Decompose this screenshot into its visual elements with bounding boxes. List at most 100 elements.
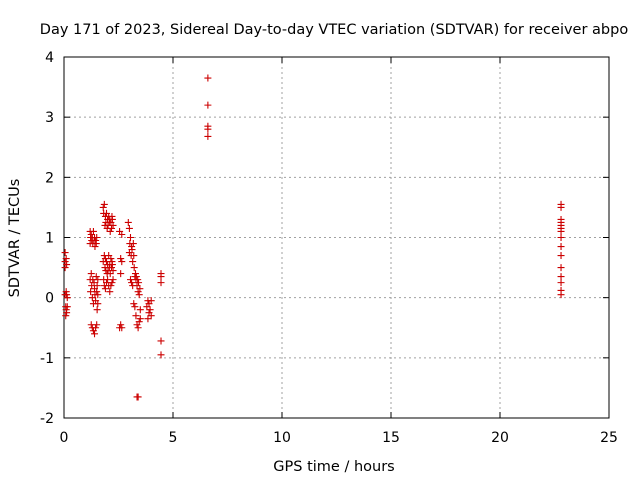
y-tick-label: 2	[45, 170, 54, 186]
data-point	[61, 264, 69, 272]
data-point	[132, 273, 140, 281]
data-point	[108, 261, 116, 269]
data-point	[147, 297, 155, 305]
y-tick-label: -1	[40, 351, 54, 367]
data-point	[62, 255, 70, 263]
data-point	[129, 240, 137, 248]
data-point	[109, 221, 117, 229]
data-point	[92, 237, 100, 245]
data-point	[87, 288, 95, 296]
data-point	[108, 224, 116, 232]
data-point	[94, 300, 102, 308]
data-point	[117, 255, 125, 263]
data-point	[135, 318, 143, 326]
data-point	[92, 240, 100, 248]
data-point	[107, 282, 115, 290]
chart-title: Day 171 of 2023, Sidereal Day-to-day VTE…	[40, 22, 629, 38]
data-point	[557, 243, 565, 251]
data-point	[63, 309, 71, 317]
y-tick-label: -2	[40, 411, 54, 427]
data-point	[90, 279, 98, 287]
data-point	[557, 227, 565, 235]
data-point	[107, 255, 115, 263]
data-point	[128, 279, 136, 287]
data-point	[134, 393, 142, 401]
data-point	[89, 227, 97, 235]
data-point	[92, 273, 100, 281]
data-point	[204, 125, 212, 133]
data-point	[61, 258, 69, 266]
x-axis-label: GPS time / hours	[273, 459, 394, 475]
data-point	[93, 288, 101, 296]
data-point	[557, 279, 565, 287]
data-point	[157, 351, 165, 359]
data-point	[134, 276, 142, 284]
x-tick-label: 20	[491, 430, 509, 446]
data-point	[130, 264, 138, 272]
data-point	[100, 200, 108, 208]
data-point	[157, 279, 165, 287]
y-axis-label: SDTVAR / TECUs	[7, 179, 23, 298]
y-tick-label: 0	[45, 291, 54, 307]
data-point	[63, 294, 71, 302]
data-point	[157, 273, 165, 281]
data-points	[61, 74, 565, 401]
data-point	[204, 101, 212, 109]
data-point	[63, 261, 71, 269]
data-point	[129, 258, 137, 266]
data-point	[117, 321, 125, 329]
data-point	[557, 203, 565, 211]
data-point	[106, 288, 114, 296]
grid	[64, 57, 609, 418]
data-point	[132, 270, 140, 278]
data-point	[118, 258, 126, 266]
x-tick-label: 0	[60, 430, 69, 446]
data-point	[117, 270, 125, 278]
data-point	[157, 337, 165, 345]
data-point	[93, 306, 101, 314]
data-point	[134, 324, 142, 332]
data-point	[109, 267, 117, 275]
data-point	[131, 303, 139, 311]
data-point	[93, 321, 101, 329]
data-point	[109, 276, 117, 284]
data-point	[132, 312, 140, 320]
data-point	[124, 218, 132, 226]
data-point	[557, 234, 565, 241]
data-point	[91, 243, 99, 251]
data-point	[99, 203, 107, 211]
data-point	[557, 252, 565, 260]
data-point	[61, 249, 69, 257]
x-tick-label: 15	[382, 430, 400, 446]
data-point	[557, 264, 565, 272]
data-point	[108, 264, 116, 272]
y-tick-label: 4	[45, 50, 54, 66]
y-tick-label: 3	[45, 110, 54, 126]
data-point	[94, 276, 102, 284]
data-point	[130, 300, 138, 308]
data-point	[144, 315, 152, 323]
data-point	[87, 270, 95, 278]
data-point	[91, 330, 99, 338]
data-point	[146, 306, 154, 314]
data-point	[147, 312, 155, 320]
data-point	[135, 291, 143, 299]
data-point	[62, 312, 70, 320]
data-point	[136, 306, 144, 314]
y-tick-label: 1	[45, 231, 54, 247]
data-point	[136, 285, 144, 293]
data-point	[557, 273, 565, 281]
axis-ticks: 0 5 10 15 20 25 -2 -1 0 1 2 3 4	[40, 50, 618, 446]
data-point	[135, 279, 143, 287]
data-point	[125, 224, 133, 232]
data-point	[106, 227, 114, 235]
data-point	[94, 291, 102, 299]
data-point	[128, 246, 136, 254]
data-point	[101, 285, 109, 293]
data-point	[118, 230, 126, 238]
data-point	[134, 288, 142, 296]
x-tick-label: 10	[273, 430, 291, 446]
data-point	[204, 132, 212, 140]
data-point	[63, 303, 71, 311]
data-point	[204, 74, 212, 82]
